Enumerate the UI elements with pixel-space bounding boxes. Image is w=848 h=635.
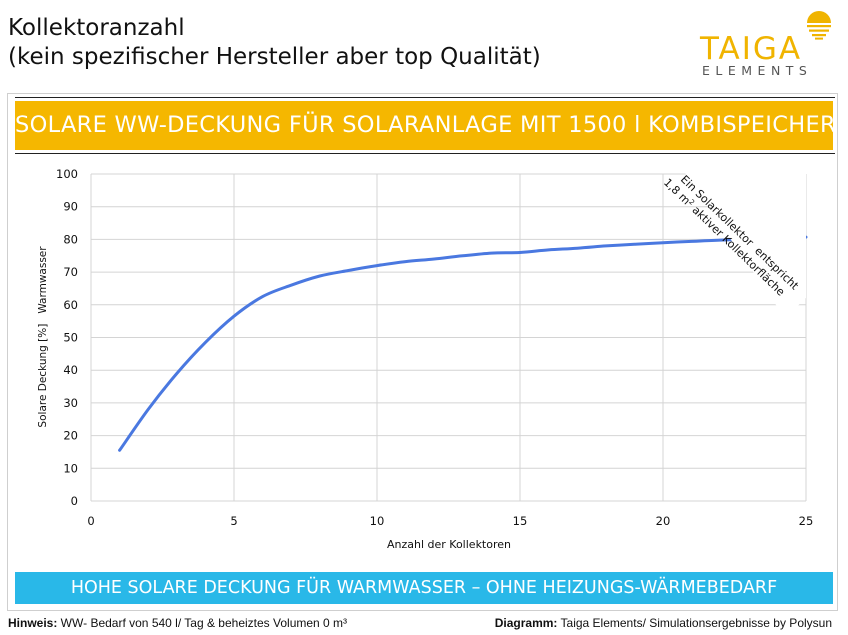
sun-icon — [807, 11, 831, 40]
content-frame — [7, 93, 838, 611]
footer-note-text: WW- Bedarf von 540 l/ Tag & beheiztes Vo… — [57, 616, 348, 630]
footer-source-text: Taiga Elements/ Simulationsergebnisse by… — [557, 616, 832, 630]
x-tick-label: 0 — [87, 514, 94, 528]
banner-top: SOLARE WW-DECKUNG FÜR SOLARANLAGE MIT 15… — [15, 101, 836, 150]
logo-name: TAIGA — [700, 31, 803, 67]
x-tick-label: 10 — [370, 514, 385, 528]
x-tick-label: 5 — [230, 514, 237, 528]
chart-series — [118, 235, 808, 452]
y-tick-label: 70 — [63, 265, 78, 279]
x-tick-label: 25 — [799, 514, 814, 528]
y-tick-label: 0 — [71, 494, 78, 508]
logo-sub: ELEMENTS — [702, 63, 813, 78]
footer-source: Diagramm: Taiga Elements/ Simulationserg… — [495, 616, 832, 630]
banner-bottom: HOHE SOLARE DECKUNG FÜR WARMWASSER – OHN… — [15, 572, 833, 604]
y-tick-label: 40 — [63, 363, 78, 377]
footer-note-label: Hinweis: — [8, 616, 58, 630]
y-tick-label: 60 — [63, 298, 78, 312]
divider-below-banner — [15, 153, 835, 154]
x-tick-label: 20 — [656, 514, 671, 528]
page-title-line2: (kein spezifischer Hersteller aber top Q… — [8, 44, 541, 70]
y-tick-label: 30 — [63, 396, 78, 410]
y-tick-label: 90 — [63, 200, 78, 214]
taiga-elements-logo: TAIGA ELEMENTS — [700, 6, 840, 78]
y-tick-label: 80 — [63, 232, 78, 246]
x-tick-label: 15 — [513, 514, 528, 528]
chart-axes: 0 10 20 30 40 50 60 70 80 90 100 0 5 10 15 20 25 — [56, 167, 813, 528]
y-axis-label: Solare Deckung [%] Warmwasser — [37, 246, 49, 428]
divider-top — [15, 97, 835, 98]
y-tick-label: 10 — [63, 461, 78, 475]
series-line-0 — [118, 235, 808, 452]
footer-source-label: Diagramm: — [494, 616, 558, 630]
chart-grid — [90, 173, 807, 502]
y-tick-label: 50 — [63, 331, 78, 345]
footer-note: Hinweis: WW- Bedarf von 540 l/ Tag & beh… — [8, 616, 347, 630]
page-title-line1: Kollektoranzahl — [8, 15, 185, 41]
y-tick-label: 100 — [56, 167, 78, 181]
y-tick-label: 20 — [63, 429, 78, 443]
x-axis-label: Anzahl der Kollektoren — [387, 538, 511, 551]
page-title: Kollektoranzahl (kein spezifischer Herst… — [8, 14, 541, 72]
